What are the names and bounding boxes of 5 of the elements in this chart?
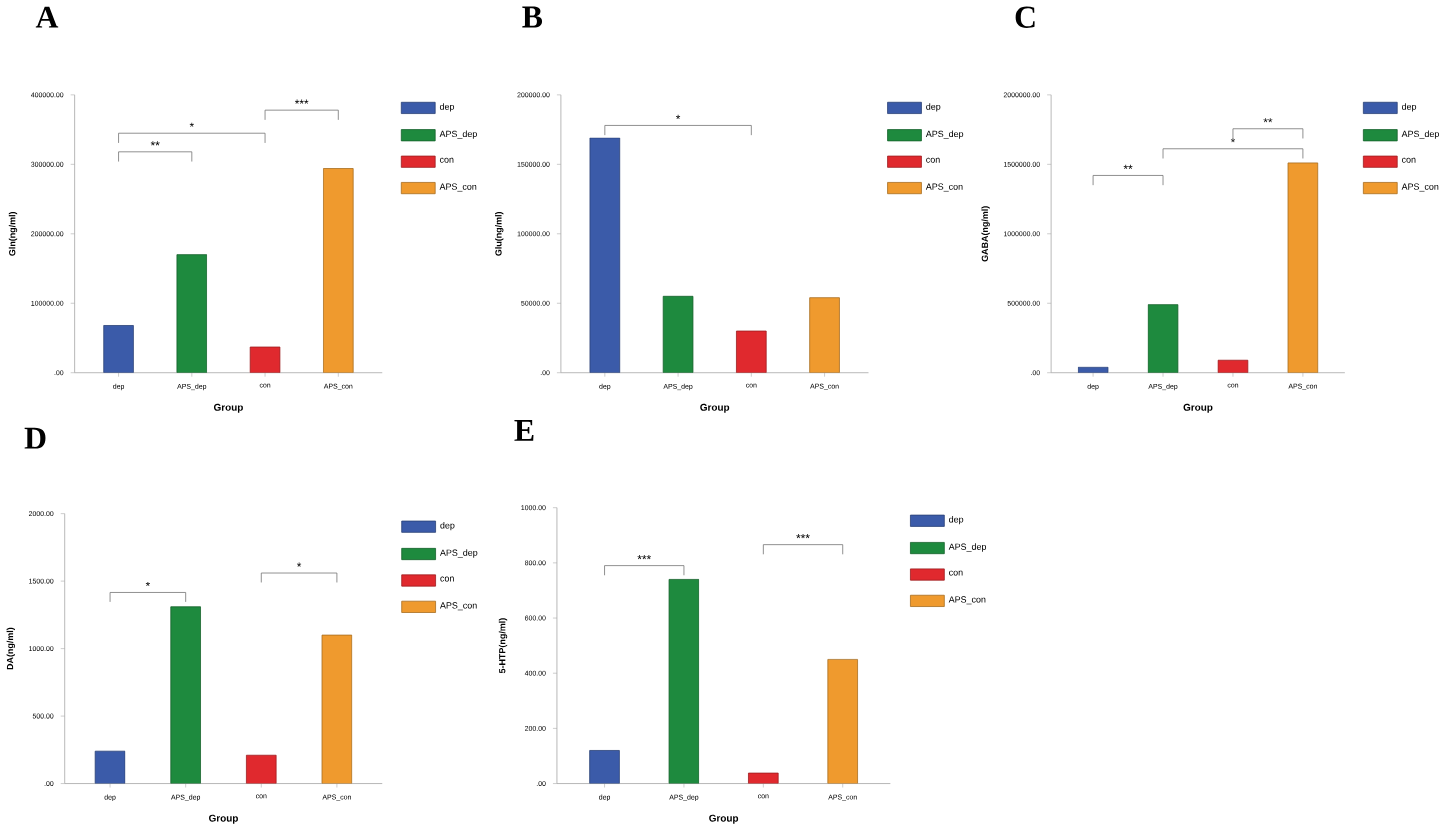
chart-title: B: [522, 6, 543, 28]
chart-title: D: [24, 427, 46, 449]
chart-title: E: [514, 419, 534, 441]
chart-title: C: [1015, 6, 1035, 28]
chart-title: A: [35, 6, 59, 28]
